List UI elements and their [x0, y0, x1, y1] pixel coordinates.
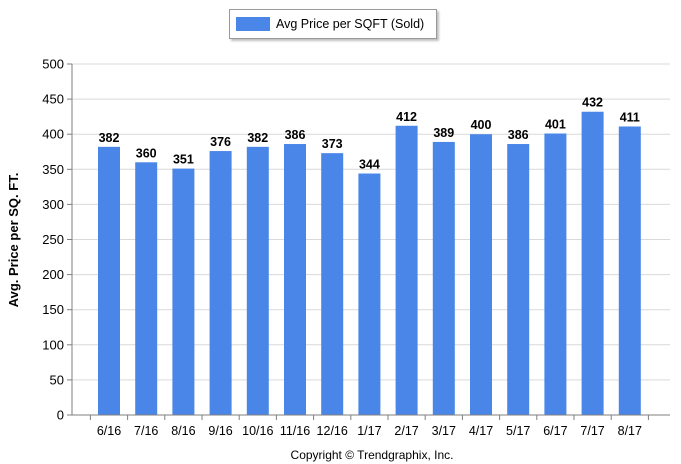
x-tick-label: 4/17 [469, 424, 493, 438]
axes: 0 50 100 150 200 250 300 350 400 450 500 6/16 7/16 8/… [42, 57, 670, 438]
data-label: 411 [620, 110, 640, 124]
bar [209, 151, 232, 415]
x-tick-label: 3/17 [432, 424, 456, 438]
x-tick-label: 10/16 [242, 424, 273, 438]
x-tick-label: 5/17 [506, 424, 530, 438]
bar [135, 162, 158, 415]
y-tick-label: 150 [42, 302, 64, 317]
bar [358, 173, 381, 415]
y-tick-label: 300 [42, 197, 64, 212]
bar [581, 111, 604, 416]
data-label: 382 [99, 131, 120, 145]
data-label: 386 [285, 128, 306, 142]
y-tick-label: 450 [42, 92, 64, 107]
bars [98, 111, 641, 416]
legend-swatch [236, 17, 270, 31]
bar [172, 168, 195, 415]
bar [98, 146, 120, 415]
x-tick-label: 12/16 [317, 424, 348, 438]
y-tick-label: 400 [42, 127, 64, 142]
x-tick-label: 8/16 [171, 424, 195, 438]
data-label: 360 [136, 146, 157, 160]
bar [507, 144, 530, 415]
bar [395, 125, 418, 415]
y-tick-label: 100 [42, 337, 64, 352]
bar [544, 133, 567, 416]
data-label: 373 [322, 137, 343, 151]
legend: Avg Price per SQFT (Sold) [229, 9, 437, 39]
bar [246, 146, 269, 415]
x-tick-label: 6/17 [543, 424, 567, 438]
bar [618, 126, 641, 415]
y-axis-label: Avg. Price per SQ. FT. [6, 173, 21, 308]
x-tick-label: 6/16 [97, 424, 121, 438]
data-label: 400 [471, 118, 492, 132]
data-labels: 382 360 351 376 382 386 373 344 412 389 400 386 401 4… [99, 96, 640, 172]
x-tick-label: 11/16 [280, 424, 310, 438]
x-tick-label: 1/17 [357, 424, 381, 438]
data-label: 432 [582, 96, 603, 110]
data-label: 376 [210, 135, 231, 149]
bar [284, 144, 306, 415]
bar [470, 134, 492, 415]
bar [321, 153, 344, 416]
y-tick-label: 50 [50, 372, 64, 387]
x-tick-label: 8/17 [618, 424, 642, 438]
y-tick-label: 500 [42, 57, 64, 72]
y-tick-label: 0 [57, 408, 64, 423]
x-tick-label: 7/17 [580, 424, 604, 438]
y-tick-label: 200 [42, 267, 64, 282]
x-tick-label: 9/16 [208, 424, 232, 438]
legend-label: Avg Price per SQFT (Sold) [276, 17, 425, 31]
data-label: 401 [545, 117, 566, 131]
y-tick-label: 350 [42, 162, 64, 177]
y-tick-label: 250 [42, 232, 64, 247]
x-tick-label: 2/17 [394, 424, 418, 438]
copyright-text: Copyright © Trendgraphix, Inc. [291, 448, 454, 462]
data-label: 412 [396, 110, 417, 124]
data-label: 389 [433, 126, 454, 140]
data-label: 382 [247, 131, 268, 145]
data-label: 386 [508, 128, 529, 142]
x-tick-label: 7/16 [134, 424, 158, 438]
bar [432, 141, 455, 415]
data-label: 344 [359, 158, 380, 172]
data-label: 351 [173, 153, 194, 167]
